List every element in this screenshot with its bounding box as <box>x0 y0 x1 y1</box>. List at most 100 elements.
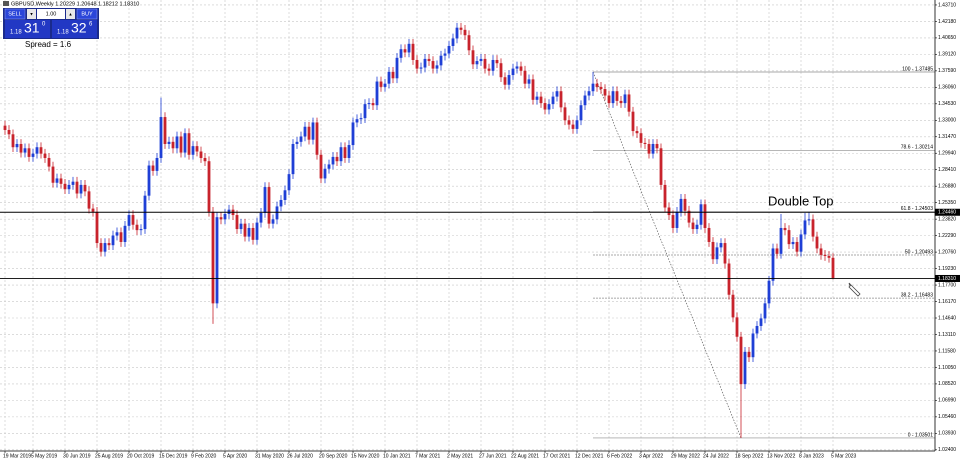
lot-up[interactable] <box>66 9 75 19</box>
candle-body <box>43 153 47 158</box>
sell-label: SELL <box>8 11 21 17</box>
candle-body <box>83 184 87 192</box>
candle-body <box>699 204 703 225</box>
candle-body <box>475 61 479 65</box>
candle-body <box>275 206 279 220</box>
y-tick-label: 1.17700 <box>938 282 956 288</box>
x-tick-label: 5 Mar 2023 <box>831 453 857 459</box>
candle-body <box>811 219 815 237</box>
x-tick-label: 6 Feb 2022 <box>607 453 633 459</box>
lot-arrow: ▴ <box>69 11 72 17</box>
candle-body <box>455 27 459 39</box>
y-tick-label: 1.13110 <box>938 332 956 338</box>
bid-pip: 0 <box>42 22 46 28</box>
y-tick-label: 1.37590 <box>938 68 956 74</box>
candle-body <box>747 351 751 358</box>
candle-body <box>111 235 115 246</box>
candle-body <box>263 187 267 213</box>
candle-body <box>507 75 511 85</box>
x-tick-label: 12 Dec 2021 <box>575 453 604 459</box>
ask-big: 1.18 <box>57 30 69 36</box>
y-tick-label: 1.19230 <box>938 266 956 272</box>
x-tick-label: 29 May 2022 <box>671 453 700 459</box>
candle-body <box>795 241 799 252</box>
candle-body <box>271 219 275 224</box>
candle-body <box>367 103 371 105</box>
candle-body <box>755 325 759 334</box>
y-tick-label: 1.25350 <box>938 200 956 206</box>
candle-body <box>215 217 219 304</box>
lot-arrow: ▾ <box>30 11 33 17</box>
candle-body <box>295 141 299 144</box>
candle-body <box>611 91 615 104</box>
candle-body <box>51 166 55 183</box>
x-tick-label: 7 Mar 2021 <box>415 453 441 459</box>
buy-button[interactable] <box>76 8 98 20</box>
candle-body <box>459 27 463 30</box>
candle-body <box>511 68 515 76</box>
candle-body <box>19 143 23 153</box>
candle-body <box>67 184 71 190</box>
candle-body <box>283 190 287 200</box>
candle-body <box>599 86 603 90</box>
candle-body <box>487 68 491 71</box>
candle-body <box>359 118 363 120</box>
lot-field[interactable] <box>37 9 65 19</box>
candle-body <box>419 67 423 69</box>
candle-body <box>319 154 323 179</box>
candle-body <box>815 236 819 249</box>
candle-body <box>199 151 203 158</box>
candle-body <box>103 243 107 252</box>
lot-down[interactable] <box>27 9 36 19</box>
ask-main: 32 <box>71 20 87 36</box>
x-tick-label: 18 Sep 2022 <box>735 453 764 459</box>
candle-body <box>7 129 11 135</box>
candle-body <box>603 89 607 96</box>
bid-box[interactable] <box>5 20 50 38</box>
candle-body <box>363 104 367 119</box>
x-tick-label: 8 Jan 2023 <box>799 453 824 459</box>
candle-body <box>291 143 295 175</box>
candle-body <box>787 230 791 245</box>
x-tick-label: 13 Nov 2022 <box>767 453 796 459</box>
candle-body <box>383 83 387 87</box>
h-line-tag <box>935 208 960 216</box>
candle-body <box>299 136 303 142</box>
candle-body <box>607 95 611 104</box>
fib-label: 38.2 - 1.16483 <box>901 292 933 298</box>
ask-box[interactable] <box>52 20 97 38</box>
candle-body <box>827 255 831 258</box>
candle-body <box>171 141 175 149</box>
candle-body <box>255 222 259 240</box>
candle-body <box>563 107 567 121</box>
x-tick-label: 3 Apr 2022 <box>639 453 663 459</box>
overlay <box>0 211 935 279</box>
candle-body <box>175 136 179 149</box>
candle-body <box>655 143 659 149</box>
candle-body <box>639 133 643 143</box>
y-tick-label: 1.33000 <box>938 118 956 124</box>
candle-body <box>379 81 383 87</box>
candle-body <box>687 210 691 223</box>
y-tick-label: 1.29940 <box>938 151 956 157</box>
candle-body <box>411 43 415 60</box>
x-tick-label: 15 Dec 2019 <box>159 453 188 459</box>
chart-icon <box>3 1 9 6</box>
x-tick-label: 10 Jan 2021 <box>383 453 411 459</box>
candle-body <box>239 223 243 230</box>
candle-body <box>723 243 727 264</box>
y-tick-label: 1.28410 <box>938 167 956 173</box>
candle-body <box>279 199 283 207</box>
candle-body <box>95 211 99 244</box>
candle-body <box>627 94 631 112</box>
y-tick-label: 1.36060 <box>938 85 956 91</box>
candle-body <box>179 136 183 153</box>
candle-body <box>671 215 675 228</box>
sell-button[interactable] <box>4 8 26 20</box>
candle-body <box>39 147 43 154</box>
candle-body <box>71 181 75 185</box>
x-tick-label: 30 Jun 2019 <box>63 453 91 459</box>
candle-body <box>371 103 375 106</box>
candle-body <box>763 303 767 319</box>
